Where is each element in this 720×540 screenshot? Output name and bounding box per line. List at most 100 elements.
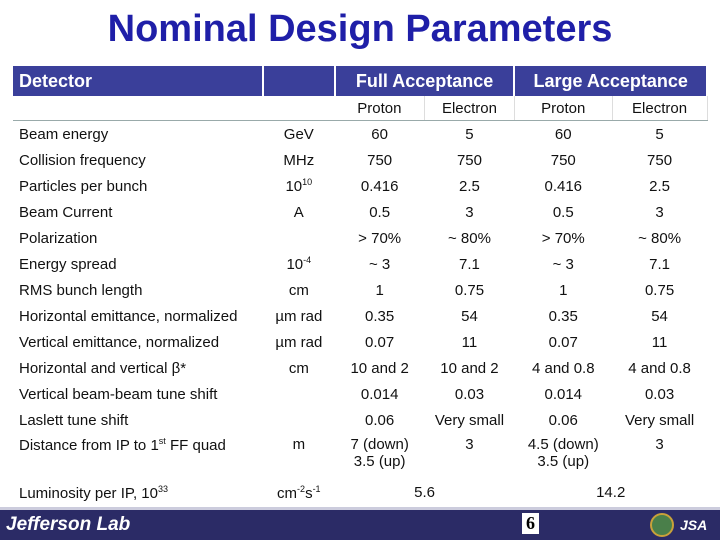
row-label: Vertical emittance, normalized bbox=[19, 333, 220, 351]
row-label: Beam energy bbox=[19, 125, 109, 143]
table-row: Horizontal emittance, normalized µm rad 0.… bbox=[13, 303, 707, 329]
cell-value: 0.75 bbox=[454, 281, 485, 299]
electron-subheader: Electron bbox=[424, 96, 515, 121]
table-row: Energy spread 10-4 ~ 3 7.1 ~ 3 7.1 bbox=[13, 251, 707, 277]
full-acceptance-header: Full Acceptance bbox=[334, 66, 516, 96]
table-row: Beam energy GeV 60 5 60 5 bbox=[13, 121, 707, 148]
table-row: Distance from IP to 1st FF quad m 7 (dow… bbox=[13, 433, 707, 480]
row-unit: cm bbox=[288, 359, 309, 377]
cell-value: 3 bbox=[465, 436, 474, 453]
page-number: 6 bbox=[522, 513, 539, 534]
table-row: RMS bunch length cm 1 0.75 1 0.75 bbox=[13, 277, 707, 303]
row-unit: GeV bbox=[283, 125, 314, 143]
cell-value: 0.5 bbox=[552, 203, 574, 221]
cell-value: 750 bbox=[550, 151, 576, 169]
detector-header: Detector bbox=[13, 66, 264, 96]
table-row: Vertical emittance, normalized µm rad 0.07… bbox=[13, 329, 707, 355]
cell-value: 11 bbox=[651, 333, 668, 351]
subheader-blank bbox=[13, 96, 263, 121]
table-row: Vertical beam-beam tune shift 0.014 0.03 0.… bbox=[13, 381, 707, 407]
jefferson-lab-logo: Jefferson Lab bbox=[6, 514, 131, 535]
cell-value: 4.5 (down) 3.5 (up) bbox=[527, 436, 599, 470]
cell-value: 10 and 2 bbox=[350, 359, 409, 377]
row-unit: 10-4 bbox=[286, 255, 312, 273]
table-row: Polarization > 70% ~ 80% > 70% ~ 80% bbox=[13, 225, 707, 251]
cell-value: 54 bbox=[461, 307, 478, 325]
row-label: Horizontal emittance, normalized bbox=[19, 307, 238, 325]
cell-value: 0.416 bbox=[360, 177, 399, 195]
table-row: Collision frequency MHz 750 750 750 750 bbox=[13, 147, 707, 173]
cell-value: 4 and 0.8 bbox=[628, 359, 691, 377]
subheader-blank bbox=[262, 96, 335, 121]
cell-value: 1 bbox=[375, 281, 384, 299]
cell-value: 60 bbox=[554, 125, 572, 143]
cell-value: 2.5 bbox=[459, 177, 480, 195]
row-label: Vertical beam-beam tune shift bbox=[19, 385, 218, 403]
cell-value: 0.014 bbox=[544, 385, 583, 403]
row-unit bbox=[263, 407, 335, 433]
cell-value: Very small bbox=[434, 411, 505, 429]
row-label: Luminosity per IP, 1033 bbox=[19, 484, 168, 502]
cell-value: > 70% bbox=[541, 229, 585, 247]
cell-value: 0.07 bbox=[365, 333, 395, 351]
row-label: Polarization bbox=[19, 229, 98, 247]
row-label: Laslett tune shift bbox=[19, 411, 129, 429]
proton-subheader: Proton bbox=[514, 96, 613, 121]
cell-value: 2.5 bbox=[649, 177, 670, 195]
table-row: Luminosity per IP, 1033 cm-2s-1 5.6 14.2 bbox=[13, 480, 707, 510]
cell-value: 0.35 bbox=[365, 307, 395, 325]
cell-value: 0.03 bbox=[644, 385, 675, 403]
cell-value: 60 bbox=[371, 125, 388, 143]
cell-value: 5.6 bbox=[414, 484, 435, 501]
cell-value: 5 bbox=[655, 125, 664, 143]
cell-value: 7.1 bbox=[649, 255, 670, 273]
row-label: Collision frequency bbox=[19, 151, 146, 169]
seal-icon bbox=[650, 513, 674, 537]
row-unit: cm-2s-1 bbox=[277, 484, 321, 502]
cell-value: 54 bbox=[651, 307, 668, 325]
cell-value: 750 bbox=[647, 151, 673, 169]
row-label: RMS bunch length bbox=[19, 281, 143, 299]
cell-value: 0.35 bbox=[548, 307, 578, 325]
cell-value: 0.06 bbox=[548, 411, 578, 429]
table-row: Horizontal and vertical β* cm 10 and 2 10 a… bbox=[13, 355, 707, 381]
electron-subheader: Electron bbox=[612, 96, 708, 121]
cell-value: 1 bbox=[559, 281, 568, 299]
cell-value: 0.06 bbox=[365, 411, 395, 429]
row-unit: µm rad bbox=[275, 333, 323, 351]
cell-value: 750 bbox=[367, 151, 393, 169]
cell-value: Very small bbox=[624, 411, 695, 429]
cell-value: ~ 3 bbox=[552, 255, 574, 273]
parameters-table: Detector Full Acceptance Large Acceptanc… bbox=[13, 66, 708, 510]
row-label: Distance from IP to 1st FF quad bbox=[19, 436, 226, 454]
row-unit: cm bbox=[288, 281, 309, 299]
row-unit: MHz bbox=[283, 151, 315, 169]
cell-value: 0.416 bbox=[544, 177, 583, 195]
unit-header bbox=[262, 66, 336, 96]
cell-value: 0.03 bbox=[454, 385, 485, 403]
row-label: Energy spread bbox=[19, 255, 117, 273]
cell-value: 10 and 2 bbox=[440, 359, 499, 377]
row-label: Horizontal and vertical β* bbox=[19, 359, 187, 377]
cell-value: 7.1 bbox=[459, 255, 480, 273]
cell-value: 14.2 bbox=[596, 484, 626, 501]
cell-value: 0.014 bbox=[360, 385, 399, 403]
table-row: Particles per bunch 1010 0.416 2.5 0.416 2.5 bbox=[13, 173, 707, 199]
cell-value: 7 (down) 3.5 (up) bbox=[350, 436, 409, 470]
table-subheader-row: Proton Electron Proton Electron bbox=[13, 96, 708, 121]
cell-value: 3 bbox=[655, 436, 664, 453]
row-unit: m bbox=[292, 436, 306, 453]
cell-value: 0.5 bbox=[369, 203, 391, 221]
cell-value: 4 and 0.8 bbox=[531, 359, 595, 377]
cell-value: 3 bbox=[655, 203, 664, 221]
table-body: Beam energy GeV 60 5 60 5 Collision frequency M… bbox=[13, 121, 707, 434]
cell-value: ~ 80% bbox=[447, 229, 491, 247]
cell-value: ~ 3 bbox=[369, 255, 391, 273]
row-unit bbox=[263, 381, 335, 407]
proton-subheader: Proton bbox=[334, 96, 426, 121]
cell-value: 11 bbox=[461, 333, 478, 351]
row-label: Beam Current bbox=[19, 203, 113, 221]
table-row: Beam Current A 0.5 3 0.5 3 bbox=[13, 199, 707, 225]
table-row: Laslett tune shift 0.06 Very small 0.06 Very… bbox=[13, 407, 707, 433]
row-unit: 1010 bbox=[285, 177, 313, 195]
